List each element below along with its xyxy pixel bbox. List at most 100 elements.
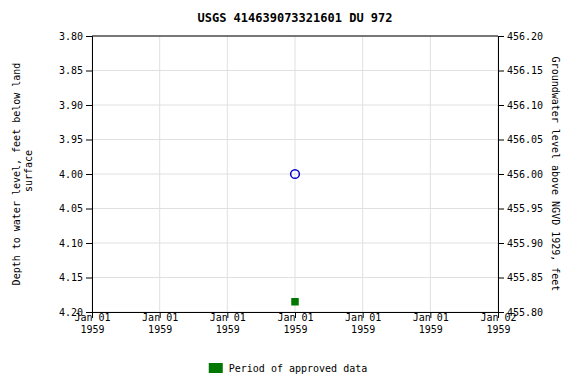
y-tick-mark [86, 105, 92, 106]
grid-line-x [362, 36, 363, 312]
y-tick: 4.10 [59, 238, 92, 249]
y-tick-mark [86, 71, 92, 72]
y-tick: 4.15 [59, 272, 92, 283]
y2-tick: 456.05 [498, 134, 543, 145]
y2-tick-label: 456.15 [507, 65, 543, 76]
x-tick-label-line: 1959 [80, 324, 104, 335]
y2-axis-title-line: Groundwater level above NGVD 1929, feet [550, 57, 561, 292]
y2-tick: 456.10 [498, 100, 543, 111]
legend-swatch [209, 363, 223, 373]
y-tick-label: 4.05 [59, 203, 83, 214]
y2-tick-mark [498, 174, 504, 175]
y-tick: 3.90 [59, 100, 92, 111]
x-tick-label: Jan 011959 [210, 312, 246, 335]
y2-tick: 455.80 [498, 307, 543, 318]
x-tick-label-line: 1959 [148, 324, 172, 335]
grid-line-x [227, 36, 228, 312]
x-tick-label-line: 1959 [351, 324, 375, 335]
y2-tick: 456.20 [498, 31, 543, 42]
grid-line-y [92, 36, 498, 37]
y-tick-mark [86, 36, 92, 37]
x-tick-label-line: 1959 [283, 324, 307, 335]
y2-tick-mark [498, 36, 504, 37]
y-tick-mark [86, 312, 92, 313]
y2-tick-label: 456.20 [507, 31, 543, 42]
y-tick-label: 4.10 [59, 238, 83, 249]
y2-tick-label: 455.95 [507, 203, 543, 214]
y2-axis-title: Groundwater level above NGVD 1929, feet [550, 57, 561, 292]
circle-point [291, 170, 300, 179]
x-tick: Jan 011959 [277, 312, 313, 335]
y2-tick-label: 456.10 [507, 100, 543, 111]
y2-tick-mark [498, 140, 504, 141]
y2-tick-label: 456.05 [507, 134, 543, 145]
y-tick-mark [86, 243, 92, 244]
y2-axis-line [499, 37, 505, 313]
y-tick-mark [86, 278, 92, 279]
y2-tick: 456.00 [498, 169, 543, 180]
x-tick-label-line: Jan 01 [413, 312, 449, 323]
x-tick-label: Jan 011959 [413, 312, 449, 335]
y2-tick-mark [498, 105, 504, 106]
x-tick: Jan 011959 [142, 312, 178, 335]
title: USGS 414639073321601 DU 972 [197, 11, 392, 25]
grid-line-x [430, 36, 431, 312]
y2-tick: 455.95 [498, 203, 543, 214]
x-tick-label: Jan 011959 [277, 312, 313, 335]
y-tick: 4.00 [59, 169, 92, 180]
y-tick: 4.20 [59, 307, 92, 318]
grid-line-x [295, 36, 296, 312]
legend: Period of approved data [209, 363, 367, 374]
x-tick: Jan 011959 [413, 312, 449, 335]
y-tick-label: 3.80 [59, 31, 83, 42]
x-tick-label-line: Jan 01 [277, 312, 313, 323]
y-tick-label: 4.15 [59, 272, 83, 283]
y-tick: 3.85 [59, 65, 92, 76]
y-axis-title: Depth to water level, feet below land su… [11, 63, 34, 286]
x-tick-label: Jan 011959 [345, 312, 381, 335]
y2-tick: 455.85 [498, 272, 543, 283]
marks [291, 170, 300, 305]
legend-item: Period of approved data [209, 363, 367, 374]
x-tick-label-line: 1959 [419, 324, 443, 335]
square-point [292, 299, 298, 305]
x-tick-label-line: Jan 01 [345, 312, 381, 323]
y2-tick-mark [498, 312, 504, 313]
y-axis: 3.80 3.85 3.90 3.95 4.00 4.05 4.10 4.15 4.20 [59, 31, 93, 318]
y-tick-mark [86, 174, 92, 175]
y-tick-mark [86, 140, 92, 141]
y-tick: 4.05 [59, 203, 92, 214]
y2-tick-label: 455.85 [507, 272, 543, 283]
grid-line-x [159, 36, 160, 312]
y2-tick-mark [498, 209, 504, 210]
x-tick: Jan 011959 [345, 312, 381, 335]
x-axis: Jan 011959Jan 011959Jan 011959Jan 011959… [74, 312, 516, 335]
y2-tick-label: 456.00 [507, 169, 543, 180]
x-tick-label-line: Jan 01 [142, 312, 178, 323]
y-tick: 3.80 [59, 31, 92, 42]
legend-label: Period of approved data [229, 363, 367, 374]
y-tick-label: 4.20 [59, 307, 83, 318]
y-axis-title-line: surface [23, 150, 34, 198]
x-tick-label: Jan 011959 [142, 312, 178, 335]
chart: Jan 011959Jan 011959Jan 011959Jan 011959… [0, 0, 576, 384]
grid [92, 36, 498, 312]
y-axis-title-line: Depth to water level, feet below land [11, 63, 22, 286]
y2-tick-mark [498, 243, 504, 244]
y-tick: 3.95 [59, 134, 92, 145]
x-tick-label-line: 1959 [216, 324, 240, 335]
y2-tick-mark [498, 71, 504, 72]
x-tick-label-line: 1959 [486, 324, 510, 335]
y2-axis: 456.20 456.15 456.10 456.05 456.00 455.95 455.… [498, 31, 543, 318]
y-tick-label: 3.95 [59, 134, 83, 145]
y2-tick: 456.15 [498, 65, 543, 76]
x-tick-label-line: Jan 01 [210, 312, 246, 323]
y-tick-label: 3.90 [59, 100, 83, 111]
x-tick: Jan 011959 [210, 312, 246, 335]
y2-tick-label: 455.90 [507, 238, 543, 249]
y2-tick: 455.90 [498, 238, 543, 249]
y2-tick-mark [498, 278, 504, 279]
y2-tick-label: 455.80 [507, 307, 543, 318]
y-tick-label: 3.85 [59, 65, 83, 76]
y-tick-mark [86, 209, 92, 210]
